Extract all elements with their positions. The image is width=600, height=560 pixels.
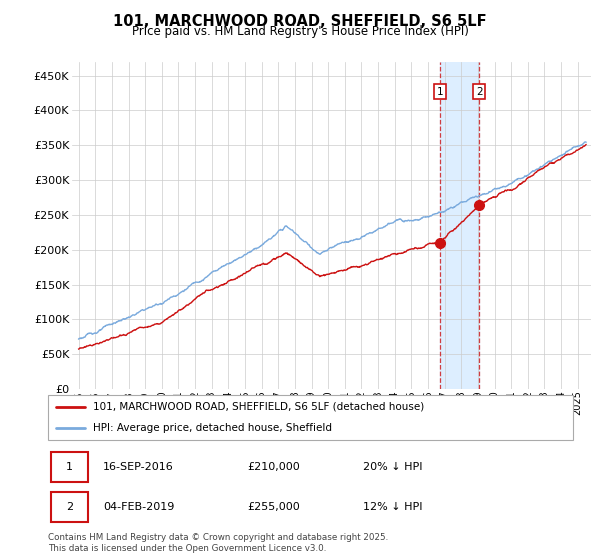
Text: 101, MARCHWOOD ROAD, SHEFFIELD, S6 5LF (detached house): 101, MARCHWOOD ROAD, SHEFFIELD, S6 5LF (… [92,402,424,412]
Text: Contains HM Land Registry data © Crown copyright and database right 2025.
This d: Contains HM Land Registry data © Crown c… [48,533,388,553]
Text: HPI: Average price, detached house, Sheffield: HPI: Average price, detached house, Shef… [92,423,332,433]
Text: 12% ↓ HPI: 12% ↓ HPI [363,502,422,512]
Text: 20% ↓ HPI: 20% ↓ HPI [363,462,422,472]
Text: 1: 1 [66,462,73,472]
Text: £255,000: £255,000 [248,502,300,512]
Bar [440,62,479,389]
FancyBboxPatch shape [50,492,88,522]
Text: 2: 2 [476,87,482,96]
Text: 16-SEP-2016: 16-SEP-2016 [103,462,174,472]
FancyBboxPatch shape [50,452,88,482]
Text: 101, MARCHWOOD ROAD, SHEFFIELD, S6 5LF: 101, MARCHWOOD ROAD, SHEFFIELD, S6 5LF [113,14,487,29]
Text: Price paid vs. HM Land Registry's House Price Index (HPI): Price paid vs. HM Land Registry's House … [131,25,469,38]
Text: 2: 2 [66,502,73,512]
Text: 1: 1 [436,87,443,96]
Text: 04-FEB-2019: 04-FEB-2019 [103,502,175,512]
Text: £210,000: £210,000 [248,462,300,472]
